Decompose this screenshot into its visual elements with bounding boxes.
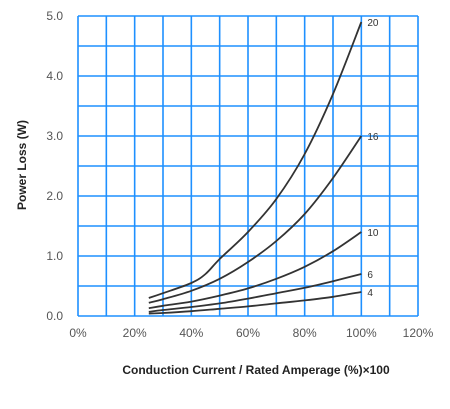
x-axis-ticks: 0% 20% 40% 60% 80% 100% 120% bbox=[69, 326, 433, 340]
x-tick-label: 100% bbox=[346, 326, 377, 340]
x-tick-label: 40% bbox=[179, 326, 203, 340]
x-tick-label: 20% bbox=[123, 326, 147, 340]
series-labels: 20 16 10 6 4 bbox=[367, 18, 379, 299]
series-line-16 bbox=[148, 135, 363, 304]
y-axis-title: Power Loss (W) bbox=[15, 120, 29, 210]
plot-grid bbox=[77, 15, 419, 317]
y-tick-label: 0.0 bbox=[46, 309, 63, 323]
series-line-4 bbox=[148, 291, 362, 315]
y-tick-label: 2.0 bbox=[46, 189, 63, 203]
y-tick-label: 1.0 bbox=[46, 249, 63, 263]
y-tick-label: 4.0 bbox=[46, 69, 63, 83]
series-line-6 bbox=[148, 273, 362, 313]
series-label-6: 6 bbox=[367, 270, 373, 281]
x-tick-label: 0% bbox=[69, 326, 87, 340]
x-tick-label: 60% bbox=[236, 326, 260, 340]
series-line-20 bbox=[148, 21, 363, 299]
series-line-10 bbox=[148, 231, 362, 310]
x-tick-label: 80% bbox=[293, 326, 317, 340]
series-label-20: 20 bbox=[367, 18, 379, 29]
series-curves bbox=[148, 21, 363, 315]
series-label-10: 10 bbox=[367, 228, 379, 239]
x-axis-title: Conduction Current / Rated Amperage (%)×… bbox=[122, 363, 390, 377]
series-label-16: 16 bbox=[367, 132, 379, 143]
y-tick-label: 5.0 bbox=[46, 9, 63, 23]
y-tick-label: 3.0 bbox=[46, 129, 63, 143]
y-axis-ticks: 0.0 1.0 2.0 3.0 4.0 5.0 bbox=[46, 9, 63, 323]
series-label-4: 4 bbox=[367, 288, 373, 299]
x-tick-label: 120% bbox=[403, 326, 434, 340]
